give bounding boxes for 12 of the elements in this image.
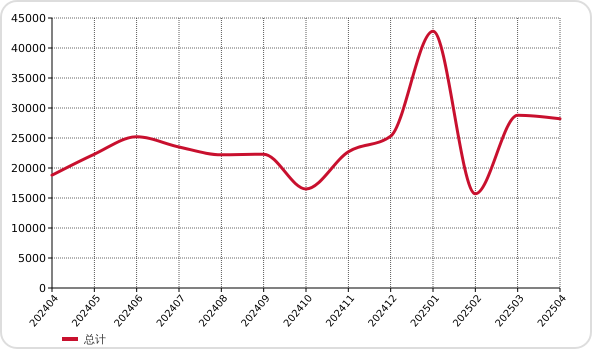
y-tick-label: 25000: [11, 132, 46, 145]
y-tick-label: 10000: [11, 222, 46, 235]
y-tick-label: 0: [39, 282, 46, 295]
y-tick-label: 40000: [11, 42, 46, 55]
y-tick-label: 35000: [11, 72, 46, 85]
legend-label: 总计: [83, 332, 106, 346]
y-tick-label: 15000: [11, 192, 46, 205]
y-tick-label: 20000: [11, 162, 46, 175]
y-tick-label: 30000: [11, 102, 46, 115]
y-tick-label: 5000: [18, 252, 46, 265]
line-series: [50, 30, 562, 196]
y-tick-label: 45000: [11, 12, 46, 25]
